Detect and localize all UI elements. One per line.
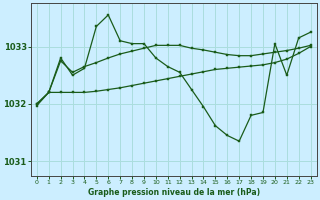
X-axis label: Graphe pression niveau de la mer (hPa): Graphe pression niveau de la mer (hPa) xyxy=(88,188,260,197)
